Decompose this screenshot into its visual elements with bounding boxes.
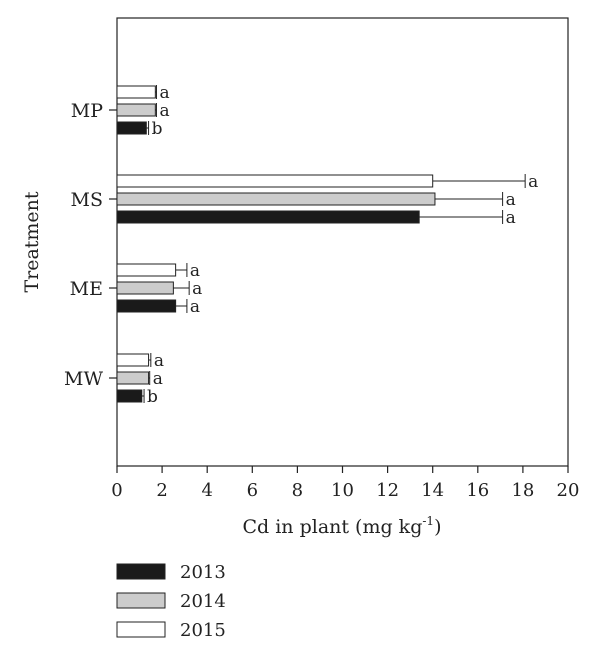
significance-letter: a bbox=[506, 190, 516, 210]
significance-letter: b bbox=[152, 119, 163, 139]
significance-letter: a bbox=[506, 208, 516, 228]
bar bbox=[116, 299, 177, 313]
significance-letter: b bbox=[147, 387, 158, 407]
legend-swatch bbox=[116, 592, 166, 609]
significance-letter: a bbox=[153, 369, 163, 389]
x-axis-title-superscript: -1 bbox=[422, 514, 434, 528]
bar bbox=[116, 389, 143, 403]
category-label: MP bbox=[71, 100, 103, 122]
x-tick-label: 16 bbox=[466, 480, 489, 501]
significance-letter: a bbox=[159, 83, 169, 103]
bar bbox=[116, 210, 420, 224]
bar bbox=[116, 103, 156, 117]
significance-letter: a bbox=[192, 279, 202, 299]
bar bbox=[116, 174, 434, 188]
x-tick-label: 8 bbox=[292, 480, 303, 501]
x-tick-label: 4 bbox=[201, 480, 212, 501]
bar bbox=[116, 263, 177, 277]
category-label: MS bbox=[71, 189, 103, 211]
legend-label: 2015 bbox=[180, 620, 226, 641]
category-label: ME bbox=[70, 278, 103, 300]
bar bbox=[116, 85, 156, 99]
x-tick-label: 10 bbox=[331, 480, 354, 501]
x-axis-title: Cd in plant (mg kg-1) bbox=[242, 514, 441, 538]
x-tick-label: 2 bbox=[156, 480, 167, 501]
significance-letter: a bbox=[159, 101, 169, 121]
bar bbox=[116, 353, 150, 367]
x-axis-title-main: Cd in plant (mg kg bbox=[242, 516, 422, 538]
x-tick-label: 18 bbox=[511, 480, 534, 501]
x-tick-label: 12 bbox=[376, 480, 399, 501]
x-tick-label: 20 bbox=[557, 480, 580, 501]
legend-swatch bbox=[116, 621, 166, 638]
legend: 2013 2014 2015 bbox=[116, 562, 226, 641]
category-label: MW bbox=[64, 368, 103, 390]
significance-letter: a bbox=[154, 351, 164, 371]
legend-label: 2013 bbox=[180, 562, 226, 583]
x-tick-label: 14 bbox=[421, 480, 444, 501]
significance-letter: a bbox=[528, 172, 538, 192]
bar bbox=[116, 121, 147, 135]
significance-letter: a bbox=[190, 297, 200, 317]
x-tick-label: 0 bbox=[111, 480, 122, 501]
bar bbox=[116, 281, 174, 295]
significance-letter: a bbox=[190, 261, 200, 281]
plot-frame bbox=[116, 17, 569, 467]
x-axis-title-suffix: ) bbox=[434, 516, 441, 538]
bar bbox=[116, 192, 436, 206]
legend-label: 2014 bbox=[180, 591, 226, 612]
legend-swatch bbox=[116, 563, 166, 580]
bar bbox=[116, 371, 150, 385]
x-tick-label: 6 bbox=[247, 480, 258, 501]
y-axis-title: Treatment bbox=[21, 191, 43, 292]
